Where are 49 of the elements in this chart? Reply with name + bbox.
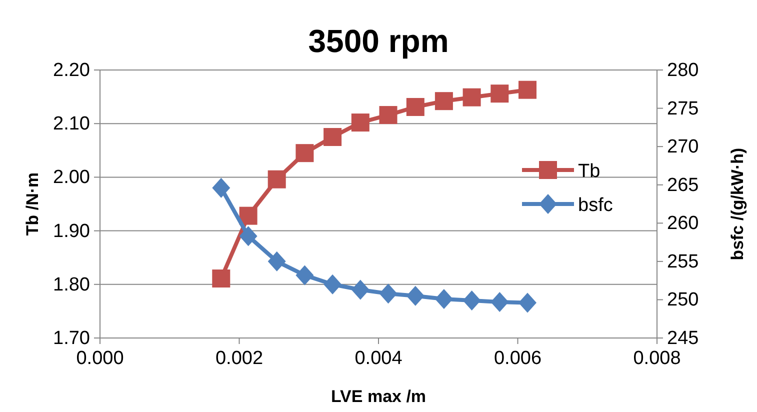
point [518,292,536,313]
y-tick-label: 1.90 [53,220,90,242]
point [434,92,453,110]
x-tick-label: 0.004 [354,348,403,369]
point [379,106,398,124]
point [296,265,314,286]
point [239,206,258,225]
x-tick-label: 0.006 [494,348,542,369]
y2-tick-label: 270 [667,136,699,158]
y-tick-label: 1.70 [53,328,90,349]
point [406,98,424,116]
x-axis-title: LVE max /m [330,387,426,406]
point [490,292,509,312]
y-tick-label: 2.20 [53,60,90,81]
point [212,178,230,198]
y-tick-label: 2.00 [53,167,90,188]
y2-tick-label: 260 [667,213,699,234]
point [351,280,370,300]
legend-label: bsfc [578,195,613,216]
point [351,114,370,132]
point [434,288,453,309]
x-tick-label: 0.008 [633,348,681,369]
y2-tick-label: 250 [667,290,699,311]
y-tick-label: 2.10 [53,114,90,135]
y2-tick-label: 275 [667,98,699,120]
chart-title: 3500 rpm [308,23,449,59]
point [406,286,424,306]
y-axis-title: Tb /N·m [23,172,42,236]
point [239,226,258,246]
y2-axis-title: bsfc /(g/kW·h) [728,148,747,260]
x-tick-label: 0.002 [215,348,264,369]
y2-tick-label: 255 [667,251,699,272]
point [268,170,286,188]
y2-tick-label: 245 [667,328,699,349]
y2-tick-label: 280 [667,60,699,81]
point [518,80,536,99]
y-tick-label: 1.80 [53,274,90,296]
point [268,251,286,272]
point [462,290,481,310]
point [379,284,398,304]
point [212,270,230,288]
point [462,88,481,106]
y2-tick-label: 265 [667,174,699,196]
x-tick-label: 0.000 [76,348,124,369]
point [296,144,314,162]
point [324,274,342,294]
legend-label: Tb [578,161,600,182]
point [324,128,342,146]
point [490,84,509,103]
